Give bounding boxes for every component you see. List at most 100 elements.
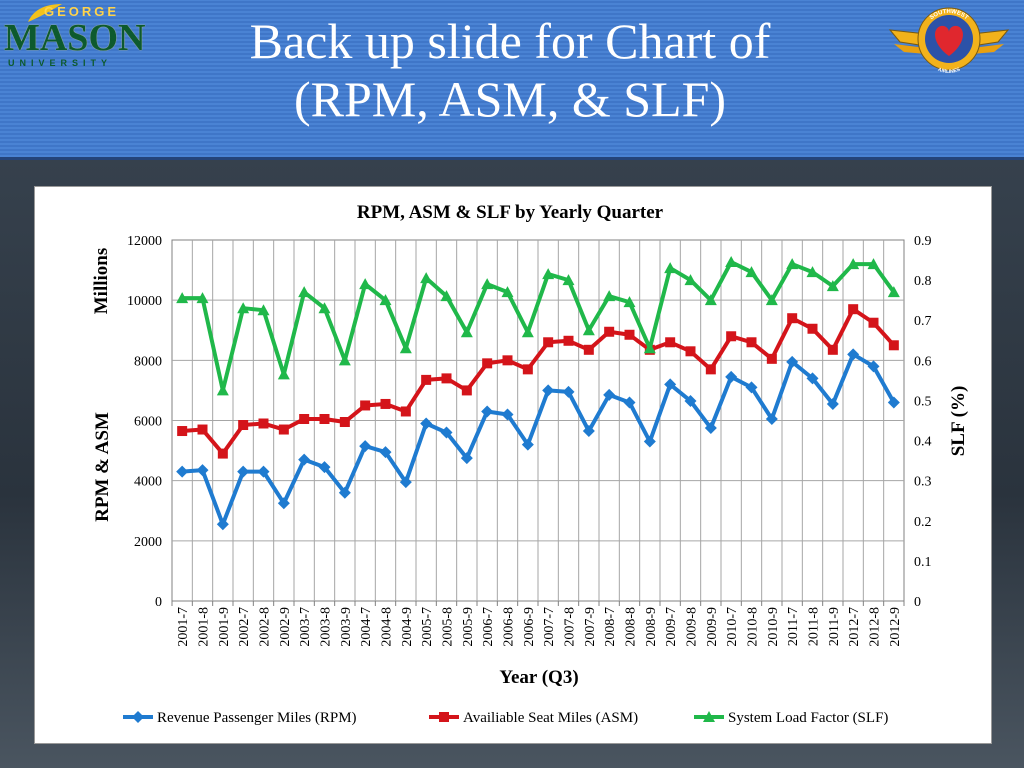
data-point-slf [460,326,473,338]
series-line-rpm [182,352,896,527]
data-point-asm [827,344,838,355]
data-point-slf [867,258,880,270]
data-point-slf [176,292,189,304]
data-point-asm [665,337,676,348]
gmu-logo: GEORGE MASON UNIVERSITY [4,2,145,74]
data-point-slf [237,302,250,314]
data-point-slf [806,266,819,278]
y2-tick-label: 0.6 [914,354,932,369]
data-point-asm [360,400,371,411]
data-point-rpm [460,452,473,465]
data-point-rpm [826,397,839,410]
x-tick-label: 2004-7 [359,607,374,647]
x-tick-label: 2009-9 [705,607,720,647]
data-point-slf [338,354,351,366]
legend-label: Availiable Seat Miles (ASM) [463,710,638,726]
data-point-asm [522,364,533,375]
data-point-rpm [298,453,311,466]
data-point-rpm [440,426,453,439]
data-point-asm [400,406,411,417]
data-point-asm [380,398,391,409]
data-point-asm [563,335,574,346]
data-point-slf [725,256,738,268]
data-point-slf [745,266,758,278]
x-tick-label: 2005-7 [420,607,435,647]
y2-tick-label: 0.7 [914,314,932,329]
slide-title-line1: Back up slide for Chart of [249,13,771,69]
y2-tick-label: 0.5 [914,394,932,409]
data-point-slf [521,326,534,338]
y-tick-label: 6000 [134,415,162,430]
data-point-slf [847,258,860,270]
data-point-rpm [725,370,738,383]
slide-title-line2: (RPM, ASM, & SLF) [293,71,727,127]
data-point-rpm [359,440,372,453]
y-axis-unit-label: Millions [91,248,112,315]
data-point-asm [583,344,594,355]
data-point-asm [807,323,818,334]
x-tick-label: 2012-8 [868,607,883,647]
y2-tick-label: 0.4 [914,435,932,450]
x-tick-label: 2006-8 [502,607,517,647]
data-point-rpm [420,417,433,430]
data-point-rpm [603,388,616,401]
x-tick-label: 2002-9 [278,607,293,647]
data-point-slf [399,342,412,354]
data-point-slf [542,268,555,280]
x-tick-label: 2001-8 [197,607,212,647]
data-point-slf [684,274,697,286]
data-point-rpm [562,385,575,398]
slide-title: Back up slide for Chart of (RPM, ASM, & … [180,12,840,128]
data-point-asm [339,417,350,428]
gmu-leaf-icon [28,4,62,22]
data-point-slf [298,286,311,298]
axes: 0 2000 4000 6000 8000 10000 12000 0 0.1 0.2 0.3 0.4… [127,234,932,647]
x-tick-label: 2007-7 [542,607,557,647]
y2-tick-label: 0.3 [914,475,932,490]
data-point-asm [177,426,188,437]
data-point-asm [604,326,615,337]
data-point-rpm [237,465,250,478]
data-point-asm [421,374,432,385]
x-tick-label: 2006-7 [481,607,496,647]
y2-tick-label: 0.8 [914,274,932,289]
data-point-asm [258,418,269,429]
southwest-bottom-text: AIRLINES [937,66,962,75]
data-point-slf [765,294,778,306]
data-point-asm [238,420,249,431]
x-tick-label: 2008-7 [603,607,618,647]
x-tick-label: 2002-8 [258,607,273,647]
data-point-slf [481,278,494,290]
data-point-asm [441,373,452,384]
data-point-rpm [786,355,799,368]
data-point-rpm [745,381,758,394]
y-tick-label: 12000 [127,234,162,249]
data-point-slf [704,294,717,306]
legend-swatch-marker [132,711,144,723]
x-tick-label: 2007-9 [583,607,598,647]
data-point-slf [664,262,677,274]
data-point-rpm [542,384,555,397]
legend-label: Revenue Passenger Miles (RPM) [157,710,357,726]
chart-panel: RPM, ASM & SLF by Yearly Quarter RPM & A… [34,186,992,744]
data-point-slf [826,280,839,292]
data-point-rpm [521,438,534,451]
y-tick-label: 8000 [134,354,162,369]
data-point-asm [319,413,330,424]
data-point-rpm [643,435,656,448]
data-point-rpm [216,518,229,531]
data-point-slf [623,296,636,308]
series-line-slf [182,260,896,393]
data-point-slf [643,342,656,354]
data-point-slf [582,324,595,336]
chart-title: RPM, ASM & SLF by Yearly Quarter [357,202,664,223]
data-point-asm [766,353,777,364]
data-point-rpm [704,422,717,435]
x-tick-label: 2002-7 [237,607,252,647]
data-point-asm [868,317,879,328]
data-point-slf [420,272,433,284]
data-point-slf [359,278,372,290]
y2-tick-label: 0 [914,595,921,610]
legend-swatch-marker [439,712,449,722]
x-tick-label: 2010-7 [725,607,740,647]
